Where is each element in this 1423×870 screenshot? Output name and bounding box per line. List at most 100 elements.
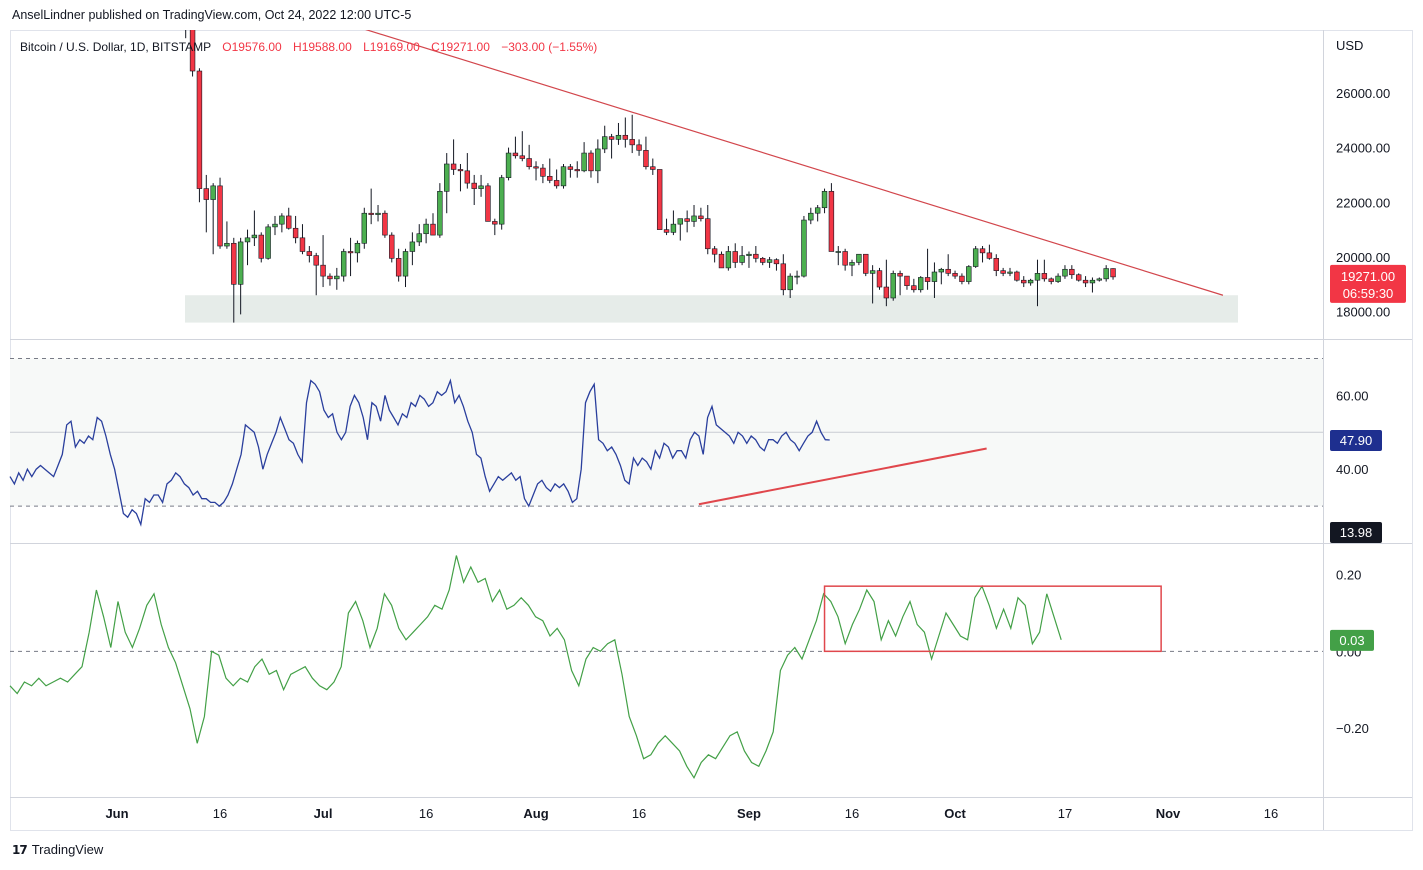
candle[interactable] xyxy=(1110,268,1116,280)
candle[interactable] xyxy=(210,183,216,255)
candle[interactable] xyxy=(560,163,567,189)
candle[interactable] xyxy=(966,265,972,285)
candle[interactable] xyxy=(615,122,622,145)
candle[interactable] xyxy=(794,270,800,285)
candle[interactable] xyxy=(629,114,635,154)
candle[interactable] xyxy=(464,153,471,189)
candle[interactable] xyxy=(574,161,580,178)
candle[interactable] xyxy=(444,153,450,214)
candle[interactable] xyxy=(492,218,498,236)
candle[interactable] xyxy=(251,210,258,247)
candle[interactable] xyxy=(485,183,491,222)
candle[interactable] xyxy=(547,158,553,184)
candle[interactable] xyxy=(581,142,587,173)
candle[interactable] xyxy=(1055,273,1061,283)
candle[interactable] xyxy=(313,252,319,296)
candle[interactable] xyxy=(938,267,945,285)
candle[interactable] xyxy=(705,205,711,255)
candle[interactable] xyxy=(739,246,745,266)
candle[interactable] xyxy=(952,270,958,279)
candle[interactable] xyxy=(814,205,821,222)
candle[interactable] xyxy=(746,251,752,268)
candle[interactable] xyxy=(457,163,464,192)
candle[interactable] xyxy=(471,174,477,206)
candle[interactable] xyxy=(876,267,883,290)
candle[interactable] xyxy=(1014,270,1020,282)
candle[interactable] xyxy=(911,278,917,293)
oscillator-line[interactable] xyxy=(9,555,1062,780)
candle[interactable] xyxy=(389,232,395,263)
candle[interactable] xyxy=(334,267,340,290)
candle[interactable] xyxy=(643,136,649,170)
candle[interactable] xyxy=(1075,273,1082,282)
candle[interactable] xyxy=(622,117,629,148)
candle[interactable] xyxy=(821,188,828,214)
candle[interactable] xyxy=(801,215,807,278)
candle[interactable] xyxy=(176,0,181,14)
tradingview-brand[interactable]: 17 TradingView xyxy=(12,842,103,857)
candle[interactable] xyxy=(567,163,574,178)
candle[interactable] xyxy=(553,169,560,189)
candle[interactable] xyxy=(1096,277,1103,282)
candle[interactable] xyxy=(753,246,759,263)
candle[interactable] xyxy=(890,270,896,301)
rsi-line[interactable] xyxy=(9,378,830,527)
candle[interactable] xyxy=(711,246,718,263)
candle[interactable] xyxy=(244,229,251,266)
candle[interactable] xyxy=(684,210,690,233)
candle[interactable] xyxy=(1021,276,1027,288)
candle[interactable] xyxy=(608,133,615,159)
candle[interactable] xyxy=(265,224,271,260)
candle[interactable] xyxy=(780,254,787,296)
candle[interactable] xyxy=(347,237,354,277)
candle[interactable] xyxy=(924,248,931,290)
candle[interactable] xyxy=(217,177,223,249)
candle[interactable] xyxy=(650,158,656,175)
candle[interactable] xyxy=(883,259,890,307)
candle[interactable] xyxy=(904,275,910,290)
rsi-trendline[interactable] xyxy=(698,447,987,506)
candle[interactable] xyxy=(959,273,965,285)
candle[interactable] xyxy=(725,246,732,271)
candle[interactable] xyxy=(203,174,210,233)
candle[interactable] xyxy=(258,232,264,263)
candle[interactable] xyxy=(231,237,237,323)
candle[interactable] xyxy=(1048,277,1054,285)
candle[interactable] xyxy=(677,218,683,241)
candle[interactable] xyxy=(423,218,429,244)
candle[interactable] xyxy=(1034,259,1041,307)
candle[interactable] xyxy=(1000,267,1006,277)
candle[interactable] xyxy=(416,224,422,247)
candle[interactable] xyxy=(450,139,457,175)
oscillator-pane[interactable]: 0.200.00−0.200.03 xyxy=(9,555,1374,780)
candle[interactable] xyxy=(382,210,388,238)
candle[interactable] xyxy=(183,0,188,39)
candle[interactable] xyxy=(430,213,436,236)
candle[interactable] xyxy=(395,248,402,282)
candle[interactable] xyxy=(540,163,546,184)
candle[interactable] xyxy=(286,207,292,230)
candle[interactable] xyxy=(1082,276,1089,288)
candle[interactable] xyxy=(292,215,299,244)
candle[interactable] xyxy=(299,224,306,255)
candle[interactable] xyxy=(931,262,938,298)
candle[interactable] xyxy=(498,174,505,230)
candle[interactable] xyxy=(842,248,848,271)
candle[interactable] xyxy=(1027,278,1034,286)
price-pane[interactable]: 26000.00 24000.00 22000.00 20000.00 18000.00… xyxy=(163,0,1406,323)
candle[interactable] xyxy=(732,243,738,268)
candle[interactable] xyxy=(993,254,999,277)
candle[interactable] xyxy=(595,139,601,184)
candle[interactable] xyxy=(863,253,869,277)
candle[interactable] xyxy=(519,131,525,162)
candle[interactable] xyxy=(808,207,814,225)
candle[interactable] xyxy=(320,235,326,288)
candle[interactable] xyxy=(828,183,835,252)
resistance-trendline[interactable] xyxy=(323,16,1224,296)
rsi-pane[interactable]: 60.00 40.00 47.90 13.98 xyxy=(9,357,1382,543)
candle[interactable] xyxy=(918,276,924,293)
candle[interactable] xyxy=(368,188,374,225)
candle[interactable] xyxy=(354,240,361,263)
candle[interactable] xyxy=(1069,265,1075,279)
candle[interactable] xyxy=(478,174,484,197)
